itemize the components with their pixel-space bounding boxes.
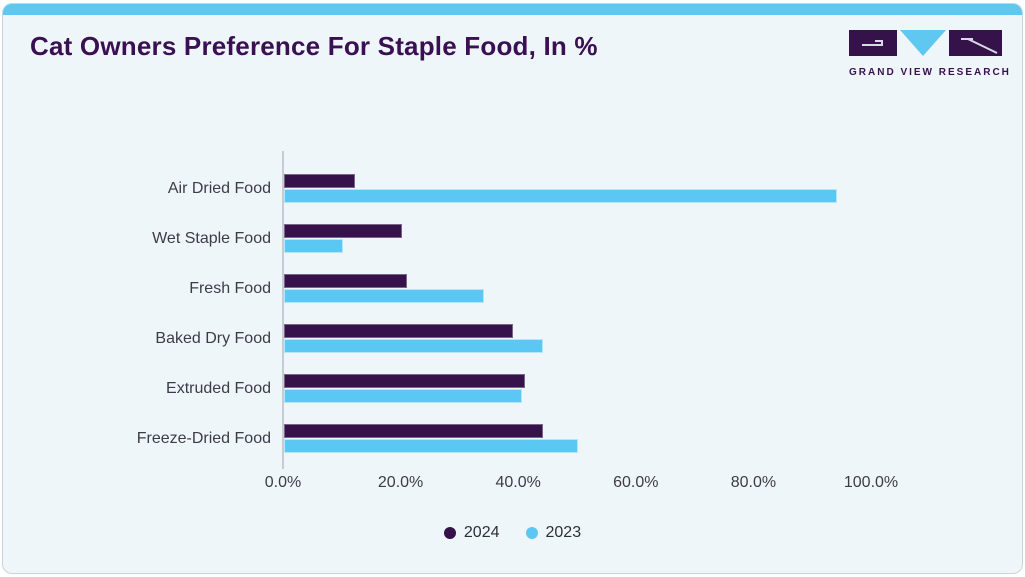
bar-2024-freeze-dried-food <box>284 424 543 438</box>
chart-row: Extruded Food <box>3 364 1022 414</box>
gvr-logo-mark <box>849 30 1002 56</box>
bar-2024-baked-dry-food <box>284 324 514 338</box>
x-axis-tick-label: 60.0% <box>613 474 659 491</box>
legend-item-2023: 2023 <box>525 524 582 542</box>
x-axis-tick-label: 40.0% <box>495 474 541 491</box>
chart-row: Freeze-Dried Food <box>3 414 1022 464</box>
legend-item-2024: 2024 <box>443 524 500 542</box>
category-label: Baked Dry Food <box>155 330 271 347</box>
x-axis-tick-label: 20.0% <box>377 474 424 491</box>
legend-label: 2023 <box>545 524 582 541</box>
category-label: Wet Staple Food <box>152 230 271 247</box>
bar-2024-extruded-food <box>284 374 526 388</box>
bar-2023-baked-dry-food <box>284 339 543 353</box>
gvr-logo-text: GRAND VIEW RESEARCH <box>849 67 1011 78</box>
gvr-logo: GRAND VIEW RESEARCH <box>849 30 1011 78</box>
bar-2023-air-dried-food <box>284 189 837 203</box>
bar-2023-wet-staple-food <box>284 239 343 253</box>
legend-label: 2024 <box>463 524 500 541</box>
y-axis-line <box>282 151 284 469</box>
chart-title: Cat Owners Preference For Staple Food, I… <box>30 31 598 61</box>
chart-row: Fresh Food <box>3 264 1022 314</box>
legend-marker-2023 <box>525 527 538 539</box>
category-label: Air Dried Food <box>167 180 271 197</box>
chart-legend: 2024 2023 <box>3 524 1022 542</box>
chart-card: Cat Owners Preference For Staple Food, I… <box>2 3 1023 574</box>
category-label: Extruded Food <box>166 380 271 397</box>
bar-2024-air-dried-food <box>284 174 355 188</box>
bar-2024-fresh-food <box>284 274 408 288</box>
chart-row: Baked Dry Food <box>3 314 1022 364</box>
card-top-accent-bar <box>3 4 1022 15</box>
legend-marker-2024 <box>443 527 456 539</box>
x-axis-tick-label: 80.0% <box>730 474 777 491</box>
bar-2023-freeze-dried-food <box>284 439 578 453</box>
chart-row: Air Dried Food <box>3 164 1022 214</box>
category-label: Fresh Food <box>189 280 271 297</box>
x-axis-tick-label: 0.0% <box>264 474 302 491</box>
category-label: Freeze-Dried Food <box>136 430 271 447</box>
bar-2023-extruded-food <box>284 389 523 403</box>
x-axis-tick-label: 100.0% <box>843 474 899 491</box>
bar-2024-wet-staple-food <box>284 224 402 238</box>
chart-row: Wet Staple Food <box>3 214 1022 264</box>
bar-2023-fresh-food <box>284 289 484 303</box>
